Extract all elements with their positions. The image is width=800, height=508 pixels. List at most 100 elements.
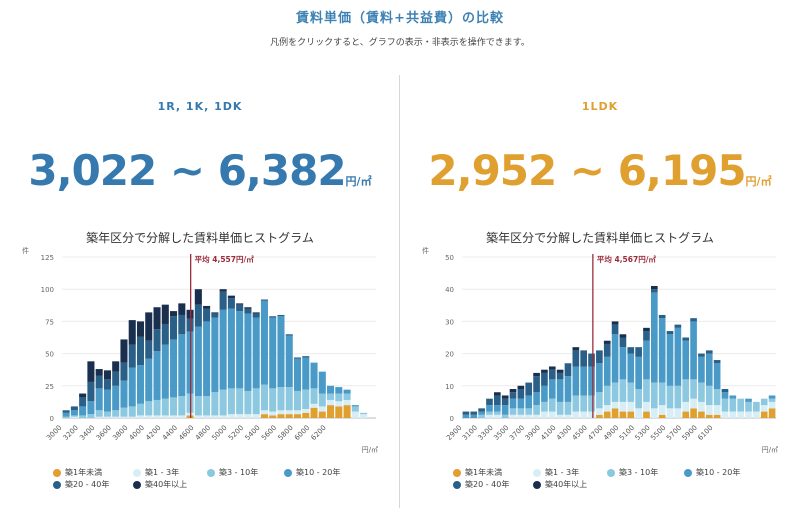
bar-segment bbox=[548, 411, 556, 418]
bar-segment bbox=[145, 358, 153, 402]
x-tick-label: 3500 bbox=[492, 424, 510, 442]
legend-item-1-3yr[interactable]: 築1 - 3年 bbox=[533, 467, 579, 478]
y-tick-label: 40 bbox=[445, 286, 454, 294]
bar-segment bbox=[260, 414, 268, 418]
legend-item-under-1yr[interactable]: 築1年未満 bbox=[53, 467, 102, 478]
bar-segment bbox=[548, 398, 556, 412]
legend-label: 築20 - 40年 bbox=[465, 480, 510, 489]
bar-segment bbox=[682, 379, 690, 402]
bar-segment bbox=[227, 295, 235, 299]
bar-segment bbox=[103, 416, 111, 418]
bar-segment bbox=[596, 392, 603, 409]
bar-segment bbox=[658, 314, 666, 319]
bar-segment bbox=[260, 384, 268, 411]
bar-segment bbox=[260, 299, 268, 301]
bar-segment bbox=[219, 415, 227, 418]
y-tick-label: 100 bbox=[41, 286, 54, 294]
bar-segment bbox=[635, 389, 642, 409]
bar-segment bbox=[745, 398, 752, 402]
bar-segment bbox=[651, 382, 658, 409]
bar-segment bbox=[517, 408, 525, 415]
bar-segment bbox=[277, 410, 285, 415]
bar-segment bbox=[211, 415, 219, 418]
bar-segment bbox=[252, 317, 260, 389]
panel-divider bbox=[399, 75, 400, 508]
bar-segment bbox=[541, 411, 548, 418]
bar-segment bbox=[533, 372, 540, 377]
bar-segment bbox=[564, 401, 572, 415]
bar-segment bbox=[87, 381, 95, 402]
bar-segment bbox=[145, 312, 153, 341]
bar-segment bbox=[170, 339, 178, 398]
bar-segment bbox=[564, 414, 572, 418]
y-tick-label: 20 bbox=[445, 351, 454, 359]
bar-segment bbox=[145, 340, 153, 359]
bar-segment bbox=[227, 414, 235, 418]
x-tick-label: 4100 bbox=[539, 424, 557, 442]
legend-item-under-1yr[interactable]: 築1年未満 bbox=[453, 467, 502, 478]
bar-segment bbox=[277, 316, 285, 388]
bar-segment bbox=[79, 393, 87, 398]
legend-item-over-40yr[interactable]: 築40年以上 bbox=[533, 479, 587, 490]
bar-segment bbox=[194, 415, 202, 418]
bar-segment bbox=[729, 411, 737, 418]
page-title: 賃料単価（賃料+共益費）の比較 bbox=[296, 11, 504, 26]
bar-segment bbox=[269, 317, 277, 389]
bar-segment bbox=[619, 401, 627, 412]
bar-segment bbox=[753, 401, 760, 412]
legend-item-3-10yr[interactable]: 築3 - 10年 bbox=[207, 467, 258, 478]
bar-segment bbox=[682, 411, 690, 418]
bar-segment bbox=[293, 358, 302, 391]
bar-segment bbox=[494, 395, 501, 406]
legend-swatch bbox=[133, 468, 141, 477]
bar-segment bbox=[517, 414, 525, 418]
bar-segment bbox=[556, 369, 564, 373]
bar-segment bbox=[203, 396, 211, 416]
rent-range: 3,022 ~ 6,382円/㎡ bbox=[0, 146, 400, 195]
legend-item-3-10yr[interactable]: 築3 - 10年 bbox=[607, 467, 658, 478]
legend-swatch bbox=[284, 468, 292, 477]
bar-segment bbox=[494, 392, 501, 396]
bar-segment bbox=[285, 335, 293, 388]
bar-segment bbox=[136, 336, 145, 366]
bar-segment bbox=[343, 399, 351, 406]
y-tick-label: 125 bbox=[41, 254, 54, 262]
bar-segment bbox=[302, 389, 310, 409]
panel-title: 1R, 1K, 1DK bbox=[157, 100, 243, 113]
bar-segment bbox=[745, 411, 752, 418]
bar-segment bbox=[548, 366, 556, 370]
legend-item-1-3yr[interactable]: 築1 - 3年 bbox=[133, 467, 179, 478]
x-tick-label: 6200 bbox=[310, 424, 328, 442]
bar-segment bbox=[310, 362, 318, 389]
bar-segment bbox=[351, 411, 359, 418]
legend-swatch bbox=[207, 468, 215, 477]
bar-segment bbox=[351, 405, 359, 407]
bar-segment bbox=[120, 362, 128, 381]
legend-swatch bbox=[53, 468, 61, 477]
bar-segment bbox=[462, 411, 470, 415]
legend-item-20-40yr[interactable]: 築20 - 40年 bbox=[53, 479, 109, 490]
bar-segment bbox=[635, 408, 642, 418]
x-tick-label: 2900 bbox=[445, 424, 463, 442]
bar-segment bbox=[244, 308, 252, 314]
legend-item-over-40yr[interactable]: 築40年以上 bbox=[133, 479, 187, 490]
bar-segment bbox=[705, 385, 713, 406]
bar-segment bbox=[627, 353, 635, 383]
bar-segment bbox=[136, 403, 145, 416]
mean-label: 平均 4,557円/㎡ bbox=[195, 254, 255, 264]
bar-segment bbox=[260, 300, 268, 385]
bar-segment bbox=[178, 396, 186, 416]
bar-segment bbox=[112, 416, 120, 418]
bar-segment bbox=[236, 304, 244, 312]
legend: 築1年未満 築1 - 3年 築3 - 10年 築10 - 20年 築20 - 4… bbox=[0, 467, 400, 497]
bar-segment bbox=[572, 395, 580, 412]
rent-range: 2,952 ~ 6,195円/㎡ bbox=[400, 146, 800, 195]
bar-segment bbox=[580, 366, 587, 396]
legend-item-20-40yr[interactable]: 築20 - 40年 bbox=[453, 479, 509, 490]
bar-segment bbox=[501, 398, 509, 406]
bar-segment bbox=[627, 347, 635, 354]
bar-segment bbox=[705, 405, 713, 415]
mean-label: 平均 4,567円/㎡ bbox=[597, 254, 657, 264]
legend-item-10-20yr[interactable]: 築10 - 20年 bbox=[284, 467, 340, 478]
legend-item-10-20yr[interactable]: 築10 - 20年 bbox=[684, 467, 740, 478]
